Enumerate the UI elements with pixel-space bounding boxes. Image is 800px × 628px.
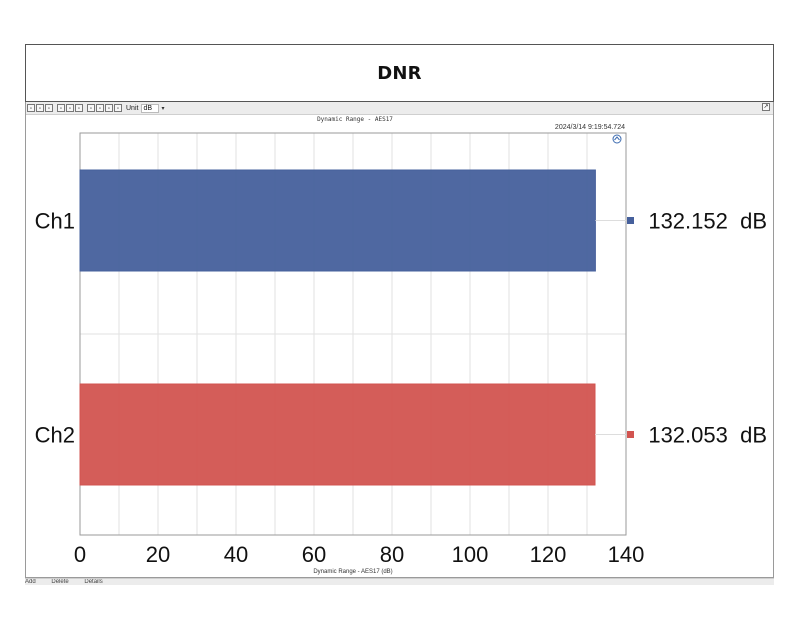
expand-icon[interactable]: ↗ bbox=[762, 103, 770, 111]
y-category-label: Ch2 bbox=[35, 423, 75, 448]
settings-icon[interactable]: ▫ bbox=[114, 104, 122, 112]
layout-icon[interactable]: ▫ bbox=[75, 104, 83, 112]
legend-toggle-icon[interactable] bbox=[612, 134, 622, 144]
table-icon[interactable]: ▫ bbox=[96, 104, 104, 112]
text-icon[interactable]: ▫ bbox=[105, 104, 113, 112]
list-icon[interactable]: ▫ bbox=[87, 104, 95, 112]
page-title-box: DNR bbox=[25, 44, 774, 102]
bar-ch2 bbox=[79, 383, 596, 486]
bar-ch1 bbox=[79, 169, 596, 272]
print-icon[interactable]: ▫ bbox=[45, 104, 53, 112]
chart-top-title: Dynamic Range - AES17 bbox=[317, 116, 393, 123]
copy-icon[interactable]: ▫ bbox=[36, 104, 44, 112]
legend-marker-ch1 bbox=[627, 217, 634, 224]
unit-select[interactable]: dB bbox=[141, 103, 160, 113]
chevron-down-icon[interactable]: ▾ bbox=[161, 105, 165, 112]
x-tick-label: 0 bbox=[74, 542, 86, 567]
x-tick-label: 100 bbox=[452, 542, 489, 567]
x-tick-label: 20 bbox=[146, 542, 170, 567]
zoom-icon[interactable]: ▫ bbox=[57, 104, 65, 112]
add-button[interactable]: Add bbox=[25, 579, 36, 585]
plot-area bbox=[79, 132, 627, 536]
value-label: 132.152 dB bbox=[648, 209, 767, 234]
unit-label: Unit bbox=[126, 104, 139, 112]
delete-button[interactable]: Delete bbox=[51, 579, 69, 585]
x-axis-label: Dynamic Range - AES17 (dB) bbox=[313, 569, 392, 575]
chart-timestamp: 2024/3/14 9:19:54.724 bbox=[555, 124, 625, 131]
page-title: DNR bbox=[377, 62, 422, 84]
legend-marker-ch2 bbox=[627, 431, 634, 438]
graph-bottom-bar: Add Delete Details bbox=[25, 578, 774, 585]
x-tick-label: 40 bbox=[224, 542, 248, 567]
graph-toolbar: ▫ ▫ ▫ ▫ ▫ ▫ ▫ ▫ ▫ ▫ Unit dB ▾ ↗ bbox=[26, 102, 773, 115]
y-category-label: Ch1 bbox=[35, 209, 75, 234]
x-tick-label: 80 bbox=[380, 542, 404, 567]
x-tick-label: 60 bbox=[302, 542, 326, 567]
value-label: 132.053 dB bbox=[648, 423, 767, 448]
grid-icon[interactable]: ▫ bbox=[66, 104, 74, 112]
details-button[interactable]: Details bbox=[84, 579, 103, 585]
save-icon[interactable]: ▫ bbox=[27, 104, 35, 112]
x-tick-label: 120 bbox=[530, 542, 567, 567]
x-tick-label: 140 bbox=[608, 542, 645, 567]
